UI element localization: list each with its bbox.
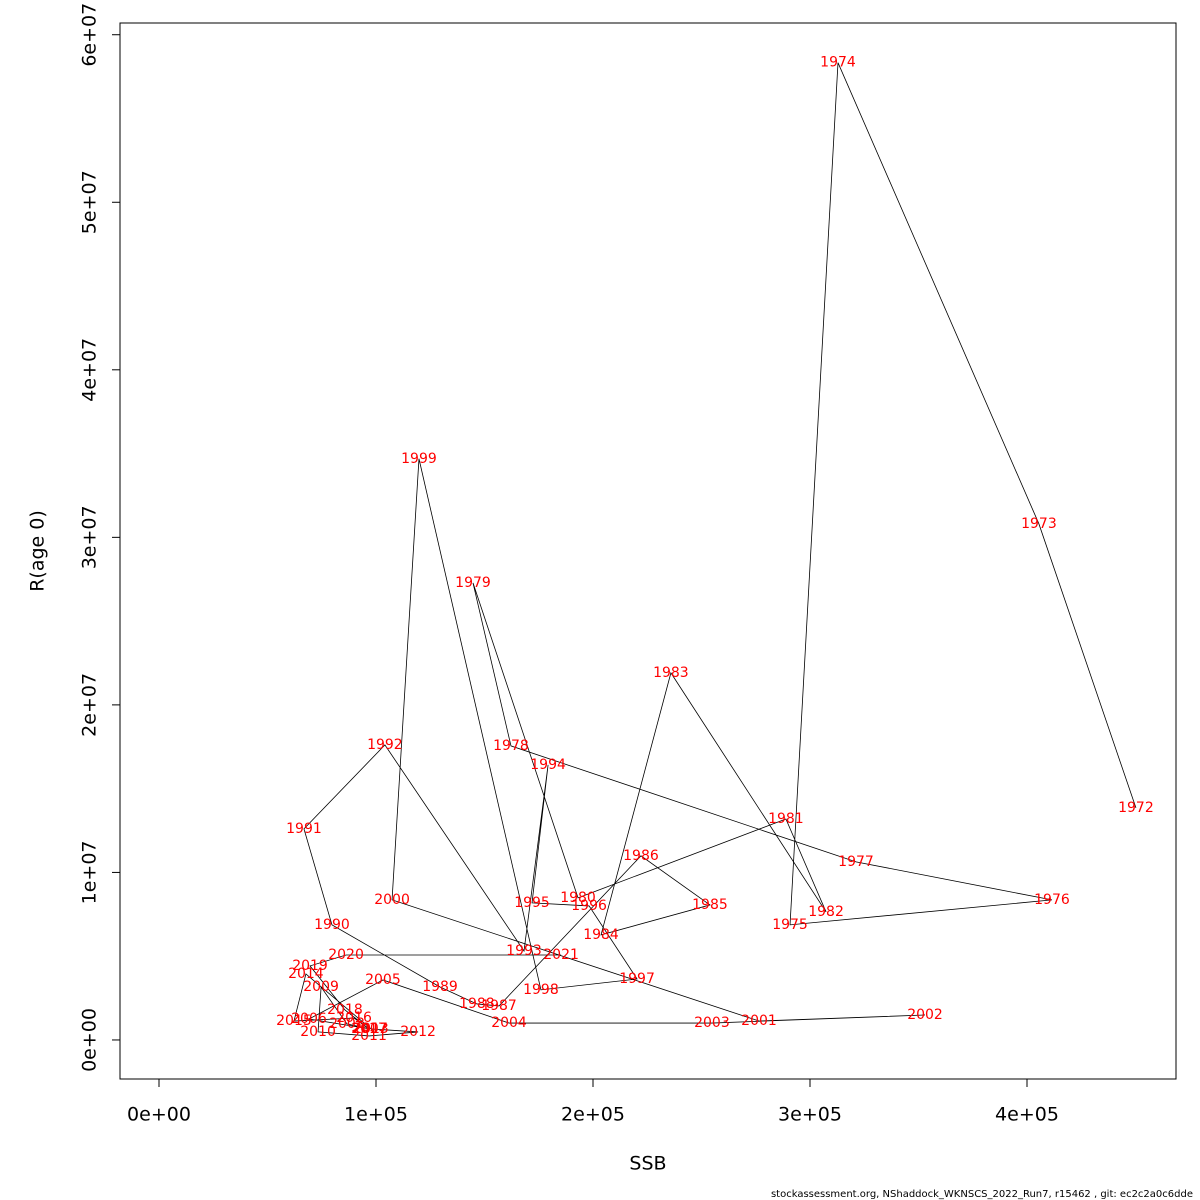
y-tick-label: 5e+07 [79,170,101,234]
point-label: 2003 [694,1015,730,1031]
point-label: 1975 [772,917,808,933]
point-label: 2020 [328,947,364,963]
point-label: 2001 [741,1013,777,1029]
point-label: 1980 [560,890,596,906]
y-axis-label: R(age 0) [27,510,49,592]
point-label: 2013 [353,1021,389,1037]
point-label: 2012 [400,1024,436,1040]
x-tick-label: 0e+00 [127,1104,191,1126]
point-label: 2019 [292,958,328,974]
y-tick-label: 6e+07 [79,3,101,67]
point-label: 1989 [422,979,458,995]
point-label: 1984 [583,927,619,943]
point-label: 1983 [653,665,689,681]
point-label: 2018 [327,1002,363,1018]
point-label: 1992 [367,737,403,753]
point-label: 2008 [329,1016,365,1032]
point-label: 2009 [303,979,339,995]
point-label: 1974 [820,55,856,71]
point-label: 1986 [623,848,659,864]
point-label: 1997 [619,971,655,987]
point-label: 2010 [300,1024,336,1040]
y-tick-label: 0e+00 [79,1008,101,1072]
series-line [293,62,1137,1037]
point-label: 1976 [1034,892,1070,908]
point-label: 1978 [493,738,529,754]
point-label: 1977 [838,854,874,870]
footer: stockassessment.org, NShaddock_WKNSCS_20… [771,1189,1193,1200]
point-label: 1973 [1021,516,1057,532]
point-label: 2005 [365,972,401,988]
point-label: 1990 [314,917,350,933]
point-label: 1993 [506,943,542,959]
point-label: 1979 [455,575,491,591]
x-tick-label: 2e+05 [561,1104,625,1126]
point-label: 1998 [523,982,559,998]
point-label: 2000 [374,892,410,908]
y-tick-label: 2e+07 [79,673,101,737]
point-label: 2011 [351,1028,387,1044]
point-label: 1981 [768,811,804,827]
x-tick-label: 4e+05 [995,1104,1059,1126]
point-label: 1987 [481,998,517,1014]
x-axis-label: SSB [629,1153,666,1175]
point-label: 1985 [692,897,728,913]
y-tick-label: 4e+07 [79,338,101,402]
point-label: 2004 [491,1015,527,1031]
point-label: 1995 [514,895,550,911]
point-label: 1988 [459,996,495,1012]
point-label: 1996 [571,898,607,914]
point-label: 1982 [808,904,844,920]
point-label: 1991 [286,821,322,837]
point-label: 1994 [530,757,566,773]
point-label: 2002 [907,1007,943,1023]
point-label: 1972 [1118,800,1154,816]
point-label: 2007 [352,1021,388,1037]
plot-frame [119,22,1177,1080]
x-tick-label: 1e+05 [344,1104,408,1126]
point-label: 2015 [276,1013,312,1029]
point-label: 2017 [351,1021,387,1037]
x-tick-label: 3e+05 [778,1104,842,1126]
point-label: 2014 [288,966,324,982]
point-label: 2021 [543,947,579,963]
y-tick-label: 3e+07 [79,505,101,569]
y-tick-label: 1e+07 [79,840,101,904]
point-label: 2006 [291,1011,327,1027]
point-label: 1999 [401,451,437,467]
point-label: 2016 [336,1010,372,1026]
